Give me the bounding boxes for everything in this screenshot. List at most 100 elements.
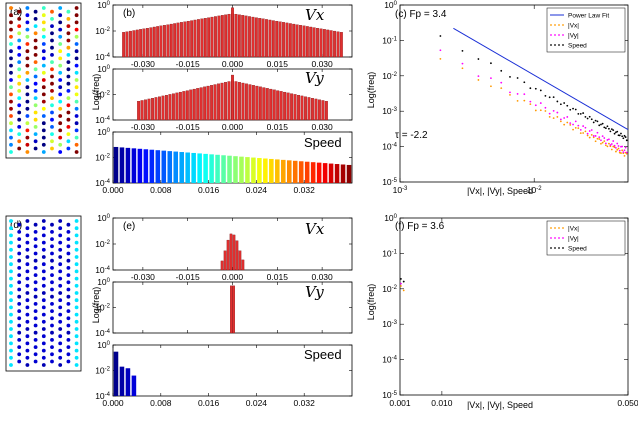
loglog-c-point [509,93,511,96]
hist-b-vx-bar [333,30,336,58]
lattice-d-particle [25,312,30,317]
hist-b-vx-bar [200,18,204,58]
loglog-c-point [613,146,616,149]
lattice-d-particle [41,255,46,259]
hist-b-vx-bar [142,28,146,58]
hist-b-vx-xtick-label: 0.015 [267,59,289,69]
loglog-c-point [556,100,559,103]
lattice-a-particle [17,31,22,36]
lattice-d-particle [74,348,79,353]
loglog-c-point [625,139,628,142]
loglog-c-point [610,128,613,131]
hist-b-vy-bar [154,97,158,121]
loglog-c-point [590,133,593,136]
lattice-panel-a: (a) [5,2,82,159]
loglog-c-point [552,117,555,120]
lattice-a-particle [41,20,46,25]
loglog-c-fit-line [453,27,629,131]
lattice-a-particle [17,139,22,144]
lattice-a-particle [9,114,13,118]
lattice-a-particle [17,45,22,50]
lattice-d-particle [74,298,79,303]
loglog-c-point [539,109,542,112]
loglog-f-point [400,282,402,285]
lattice-d-particle [25,233,30,238]
hist-b-vx-xtick-label: -0.015 [176,59,200,69]
lattice-a-particle [9,6,13,10]
hist-e-speed-xtick-label: 0.000 [102,398,124,408]
lattice-a-particle [33,139,38,144]
hist-b-speed-bar [239,156,244,183]
hist-e-speed-ytick-label: 100 [97,340,110,350]
lattice-a-particle [17,17,22,21]
loglog-c-point [601,122,604,125]
lattice-d-particle [25,327,30,331]
lattice-a-particle [17,146,22,151]
lattice-a-particle [17,96,22,100]
lattice-d-particle [50,237,54,242]
loglog-c-point [598,124,601,127]
loglog-c-point [566,116,569,118]
lattice-d-particle [25,247,30,252]
hist-b-vy-bar [304,96,307,121]
lattice-a-particle [58,142,63,147]
lattice-a-particle [25,13,30,18]
hist-b-speed-bar [119,147,125,183]
lattice-a-particle [66,38,71,43]
lattice-d-particle [9,276,13,281]
hist-b-vy-bar [178,91,182,121]
chart-marks: 100 10-2 10-4 -0.030 -0.015 0.000 0.015 0.030 10… [95,0,638,408]
lattice-d-particle [50,273,54,277]
lattice-d-particle [17,294,22,299]
lattice-d-particle [33,230,38,234]
loglog-c-point [556,111,559,114]
lattice-a-particle [25,92,30,97]
lattice-d-particle [66,330,71,335]
hist-b-vx-bar [210,16,214,58]
hist-b-vy-bar [276,90,280,121]
loglog-c-point [596,137,599,140]
lattice-a-particle [9,42,13,46]
hist-b-vx-bar [268,19,272,58]
hist-b-vx-ytick-label: 10-4 [95,52,110,62]
lattice-a-particle [74,63,79,68]
hist-b-vy-bar [158,96,161,121]
lattice-a-particle [25,70,30,75]
lattice-d-particle [17,244,22,249]
lattice-d-particle [33,345,38,349]
lattice-d-particle [25,269,30,274]
lattice-d-particle [33,237,38,242]
lattice-a-particle [50,67,54,72]
lattice-a-particle [74,78,79,82]
lattice-a-particle [9,70,13,75]
loglog-c-point [563,117,566,119]
hist-b-vy-bar [300,95,304,121]
lattice-a-particle [25,128,30,133]
lattice-d-particle [74,247,79,252]
lattice-a-particle [17,38,22,43]
lattice-d-particle [33,273,38,277]
hist-b-vy-bar [175,92,179,121]
loglog-c-point [603,137,606,139]
lattice-d-particle [66,287,71,292]
lattice-a-particle [41,42,46,46]
lattice-d-particle [50,352,54,357]
loglog-c-point [618,149,621,152]
lattice-frame-d [5,215,82,372]
loglog-f-frame [399,217,629,396]
lattice-d-particle [33,251,38,256]
loglog-c-legend-swatch [554,24,556,26]
hist-b-vy-xtick-label: -0.015 [176,122,200,132]
lattice-a-particle [66,24,71,28]
hist-b-vx-bar [180,22,183,58]
lattice-a-particle [66,139,71,144]
loglog-c-point [592,136,595,139]
lattice-d-particle [58,298,63,303]
hist-b-vy-bar [324,101,328,121]
loglog-c-point [623,154,626,157]
lattice-a-particle [50,74,54,79]
loglog-c-point [566,104,569,107]
lattice-d-particle [25,341,30,346]
lattice-a-particle [33,96,38,100]
lattice-d-particle [41,262,46,267]
